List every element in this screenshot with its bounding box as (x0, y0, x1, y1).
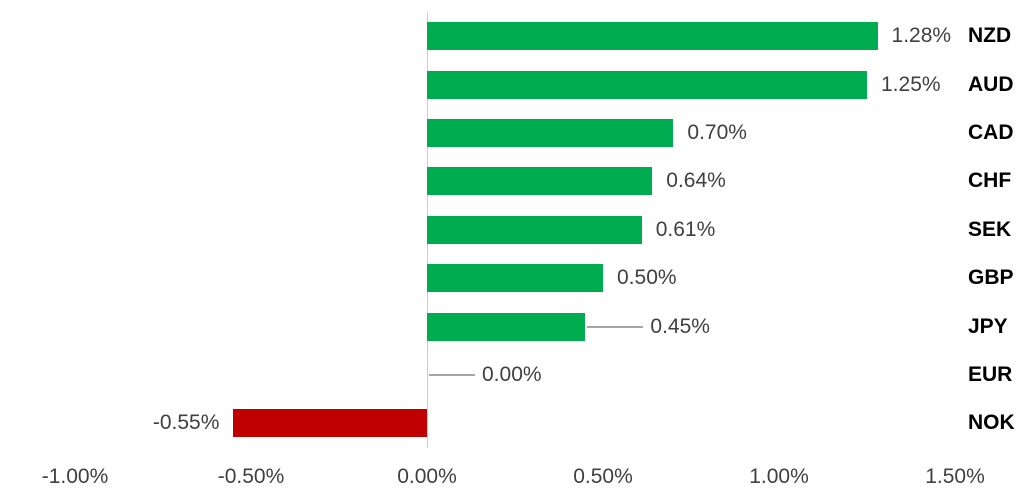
bar-nok (233, 409, 427, 438)
bar-gbp (427, 264, 603, 293)
x-tick-label: -1.00% (41, 465, 109, 488)
category-label-gbp: GBP (968, 266, 1014, 290)
bar-jpy (427, 312, 586, 341)
value-label-cad: 0.70% (687, 121, 747, 144)
category-label-eur: EUR (968, 363, 1013, 386)
bar-aud (427, 70, 867, 99)
x-tick-label: 1.00% (749, 465, 809, 488)
category-label-nok: NOK (968, 411, 1015, 435)
value-label-eur: 0.00% (482, 363, 542, 386)
category-label-nzd: NZD (968, 24, 1012, 48)
x-tick-label: -0.50% (217, 465, 285, 488)
leader-line-eur (429, 374, 475, 376)
category-label-sek: SEK (968, 217, 1012, 241)
x-tick-label: 0.50% (573, 465, 633, 488)
value-label-nzd: 1.28% (891, 24, 952, 48)
category-label-jpy: JPY (968, 314, 1008, 338)
value-label-aud: 1.25% (881, 72, 941, 96)
bar-cad (427, 119, 674, 147)
value-label-jpy: 0.45% (650, 314, 710, 338)
category-label-aud: AUD (968, 72, 1014, 96)
value-label-sek: 0.61% (655, 217, 716, 241)
value-label-nok: -0.55% (152, 411, 220, 435)
category-label-cad: CAD (968, 121, 1014, 144)
x-tick-label: 0.00% (397, 465, 457, 488)
leader-line-jpy (587, 325, 644, 328)
x-tick-label: 1.50% (925, 465, 985, 488)
value-label-gbp: 0.50% (617, 266, 677, 290)
category-label-chf: CHF (968, 169, 1012, 193)
bar-sek (427, 215, 642, 244)
value-label-chf: 0.64% (666, 169, 726, 193)
bar-chf (427, 167, 653, 196)
bar-nzd (427, 22, 878, 51)
